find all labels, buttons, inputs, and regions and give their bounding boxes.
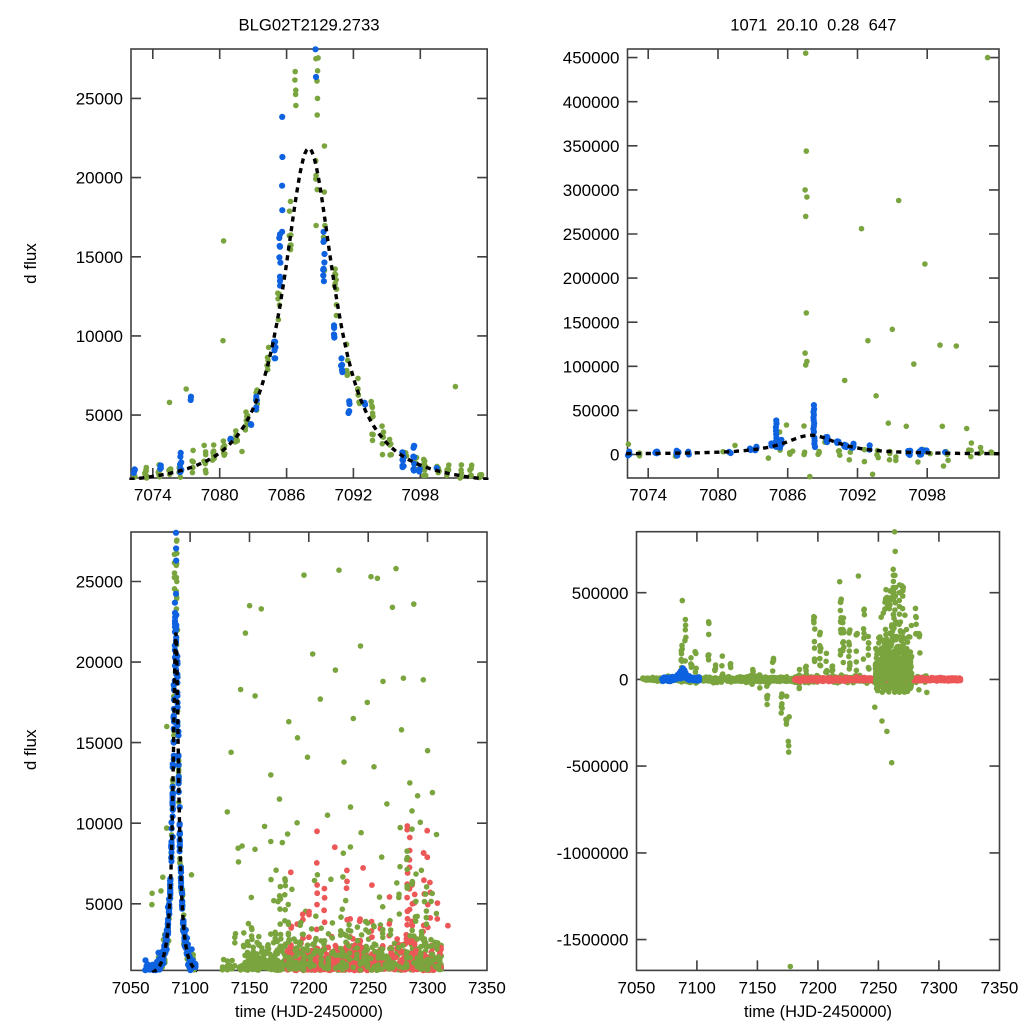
svg-text:10000: 10000 [76,327,123,346]
svg-text:350000: 350000 [563,137,620,156]
svg-text:7074: 7074 [134,486,172,505]
svg-text:7250: 7250 [349,978,387,997]
svg-text:7074: 7074 [629,486,667,505]
svg-text:d flux: d flux [21,243,40,284]
svg-text:15000: 15000 [76,734,123,753]
svg-text:15000: 15000 [76,248,123,267]
svg-text:5000: 5000 [85,895,123,914]
svg-text:7086: 7086 [268,486,306,505]
svg-text:400000: 400000 [563,93,620,112]
svg-text:7080: 7080 [201,486,239,505]
svg-text:7100: 7100 [171,978,209,997]
svg-text:20000: 20000 [76,169,123,188]
svg-text:20000: 20000 [76,653,123,672]
svg-text:7092: 7092 [334,486,372,505]
svg-text:time (HJD-2450000): time (HJD-2450000) [235,1002,383,1021]
svg-text:10000: 10000 [76,814,123,833]
svg-text:25000: 25000 [76,90,123,109]
svg-text:7098: 7098 [908,486,946,505]
svg-text:25000: 25000 [76,573,123,592]
svg-text:450000: 450000 [563,49,620,68]
svg-text:50000: 50000 [572,402,619,421]
svg-text:200000: 200000 [563,269,620,288]
svg-text:7086: 7086 [769,486,807,505]
svg-text:7150: 7150 [231,978,269,997]
svg-text:100000: 100000 [563,357,620,376]
svg-text:150000: 150000 [563,313,620,332]
svg-text:5000: 5000 [85,406,123,425]
svg-text:7300: 7300 [409,978,447,997]
svg-text:7098: 7098 [401,486,439,505]
svg-text:7350: 7350 [468,978,506,997]
svg-text:300000: 300000 [563,181,620,200]
svg-text:d flux: d flux [21,729,40,770]
svg-text:7092: 7092 [839,486,877,505]
svg-text:BLG02T2129.2733: BLG02T2129.2733 [239,16,380,35]
svg-text:1071 20.10 0.28 647: 1071 20.10 0.28 647 [730,16,896,35]
svg-text:7200: 7200 [290,978,328,997]
svg-text:250000: 250000 [563,225,620,244]
svg-text:7080: 7080 [699,486,737,505]
svg-text:7050: 7050 [112,978,150,997]
svg-text:0: 0 [610,446,619,465]
